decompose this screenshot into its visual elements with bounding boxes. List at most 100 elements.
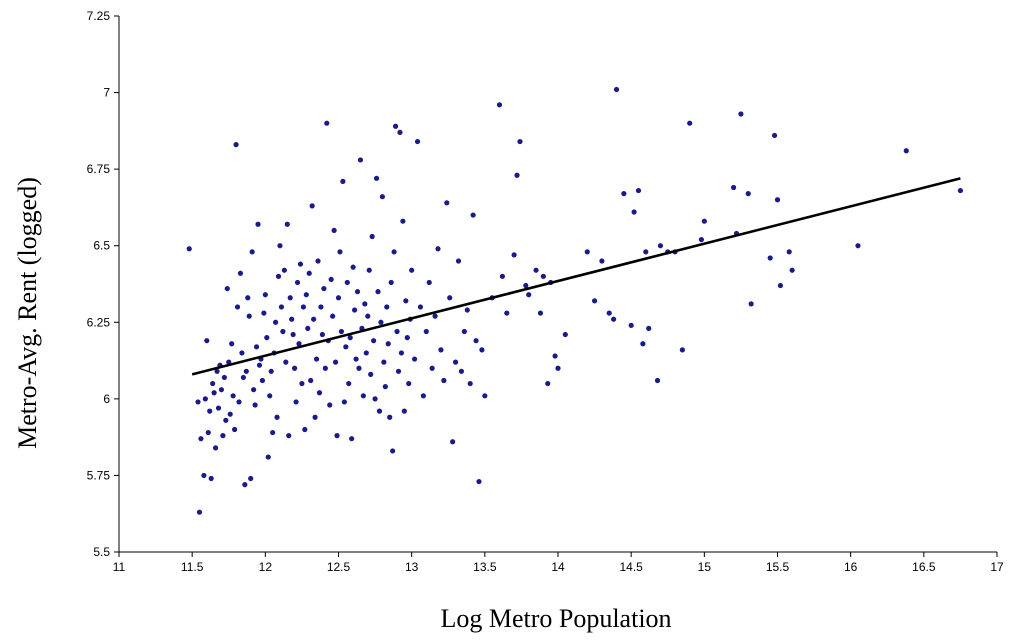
data-point: [198, 436, 204, 442]
data-point: [657, 243, 664, 249]
data-point: [316, 390, 323, 396]
data-point: [381, 359, 387, 365]
data-point: [264, 335, 270, 341]
data-point: [540, 273, 546, 279]
data-point: [245, 295, 251, 301]
data-point: [237, 270, 244, 276]
data-point: [441, 377, 447, 384]
data-point: [384, 304, 390, 310]
data-point: [319, 331, 326, 338]
data-point: [252, 402, 258, 408]
data-point: [356, 365, 362, 371]
y-tick-label: 7.25: [87, 9, 111, 23]
data-point: [201, 472, 207, 479]
data-point: [287, 295, 293, 301]
data-point: [351, 307, 358, 313]
data-point: [346, 380, 352, 387]
data-point: [334, 433, 340, 439]
data-point: [388, 279, 394, 286]
data-point: [267, 393, 273, 399]
data-point: [296, 341, 302, 347]
data-point: [274, 414, 280, 420]
data-point: [208, 475, 214, 482]
x-tick-label: 13.5: [473, 560, 497, 574]
data-point: [411, 356, 418, 362]
data-point: [496, 102, 503, 108]
data-point: [379, 194, 385, 200]
data-point: [232, 426, 238, 433]
data-point: [272, 319, 279, 325]
data-point: [220, 433, 226, 439]
data-point: [621, 191, 627, 197]
data-point: [504, 310, 510, 316]
data-points: [186, 86, 964, 515]
data-point: [363, 350, 369, 356]
data-point: [613, 86, 620, 93]
x-tick-label: 12.5: [327, 560, 351, 574]
data-point: [283, 359, 289, 365]
data-point: [354, 289, 361, 295]
data-point: [745, 191, 751, 197]
data-point: [406, 380, 412, 387]
data-point: [318, 304, 324, 310]
y-axis-title: Metro-Avg. Rent (logged): [13, 177, 42, 449]
data-point: [404, 335, 410, 341]
data-point: [350, 264, 356, 270]
data-point: [771, 132, 778, 139]
data-point: [514, 172, 520, 178]
data-point: [340, 178, 346, 184]
data-point: [376, 408, 383, 414]
data-point: [450, 439, 456, 445]
data-point: [186, 246, 192, 252]
data-point: [447, 295, 453, 301]
x-tick-label: 11: [113, 560, 126, 574]
data-point: [309, 203, 315, 209]
data-point: [467, 380, 473, 387]
data-point: [777, 282, 784, 289]
data-point: [555, 365, 561, 371]
data-point: [606, 310, 612, 316]
data-point: [224, 285, 230, 292]
data-point: [210, 380, 216, 387]
data-point: [767, 255, 773, 261]
x-tick-label: 15.5: [766, 560, 790, 574]
data-point: [476, 478, 482, 485]
data-point: [392, 123, 399, 129]
data-point: [562, 331, 568, 338]
data-point: [552, 353, 558, 359]
data-point: [526, 292, 532, 298]
data-point: [417, 304, 424, 310]
data-point: [401, 408, 407, 414]
data-point: [390, 448, 396, 454]
data-point: [640, 341, 646, 347]
data-point: [246, 313, 252, 319]
data-point: [635, 187, 642, 194]
data-point: [387, 414, 393, 420]
data-point: [236, 399, 242, 405]
y-tick-label: 7: [103, 86, 110, 100]
data-point: [903, 148, 909, 154]
data-point: [687, 120, 693, 126]
x-tick-label: 14.5: [619, 560, 643, 574]
data-point: [230, 393, 236, 399]
data-point: [426, 279, 432, 286]
data-point: [774, 197, 781, 203]
data-point: [343, 344, 349, 350]
data-point: [297, 261, 304, 267]
data-point: [322, 365, 328, 371]
data-point: [394, 328, 400, 335]
data-point: [855, 243, 861, 249]
data-point: [284, 221, 290, 227]
data-point: [631, 209, 637, 215]
data-point: [461, 328, 467, 335]
data-point: [324, 120, 330, 126]
data-point: [646, 325, 652, 332]
data-point: [533, 267, 539, 273]
data-point: [372, 396, 378, 402]
data-point: [337, 249, 343, 255]
data-point: [473, 338, 479, 344]
data-point: [302, 426, 308, 433]
axes: [118, 16, 997, 553]
data-point: [300, 304, 306, 310]
x-tick-label: 12: [259, 560, 273, 574]
